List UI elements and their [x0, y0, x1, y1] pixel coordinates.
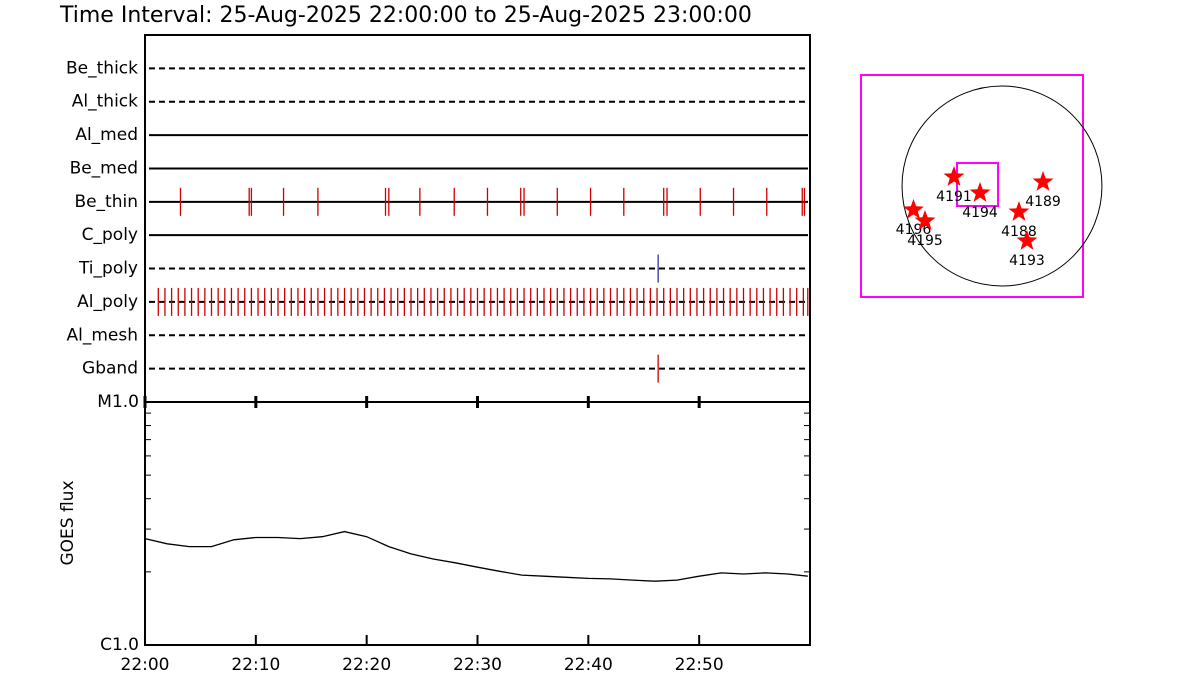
- x-tick-label: 22:10: [231, 655, 280, 675]
- goes-line: [144, 530, 808, 582]
- x-tick-label: 22:30: [453, 655, 502, 675]
- region-star: [943, 166, 965, 186]
- region-label: 4191: [936, 189, 972, 205]
- region-label: 4193: [1009, 253, 1045, 269]
- goes-frame: [144, 401, 811, 646]
- row-label: Al_thick: [72, 92, 138, 112]
- row-label: Al_mesh: [66, 325, 138, 345]
- region-star: [1008, 201, 1030, 221]
- x-tick-label: 22:00: [121, 655, 170, 675]
- x-tick-label: 22:50: [675, 655, 724, 675]
- region-star: [1016, 230, 1038, 250]
- region-star: [914, 210, 936, 230]
- region-label: 4194: [962, 205, 998, 221]
- y-tick-label: C1.0: [100, 635, 139, 655]
- row-label: Be_thick: [66, 58, 138, 78]
- y-tick-label: M1.0: [97, 392, 139, 412]
- region-label: 4189: [1025, 194, 1061, 210]
- row-label: Be_thin: [74, 192, 138, 212]
- row-label: C_poly: [82, 225, 138, 245]
- x-tick-label: 22:40: [564, 655, 613, 675]
- events-frame: [144, 34, 811, 403]
- row-label: Al_med: [75, 125, 138, 145]
- region-star: [903, 198, 924, 219]
- region-star: [1032, 171, 1054, 191]
- y-axis-label: GOES flux: [58, 480, 78, 565]
- x-tick-label: 22:20: [342, 655, 391, 675]
- row-label: Al_poly: [77, 292, 138, 312]
- chart-title: Time Interval: 25-Aug-2025 22:00:00 to 2…: [59, 3, 752, 28]
- region-star: [969, 182, 991, 202]
- row-label: Be_med: [70, 158, 138, 178]
- region-label: 4195: [907, 233, 943, 249]
- map-box: [860, 74, 1084, 298]
- fov-box: [956, 161, 1000, 207]
- solar-disk: [901, 85, 1103, 287]
- row-label: Ti_poly: [78, 259, 138, 279]
- row-label: Gband: [82, 359, 138, 379]
